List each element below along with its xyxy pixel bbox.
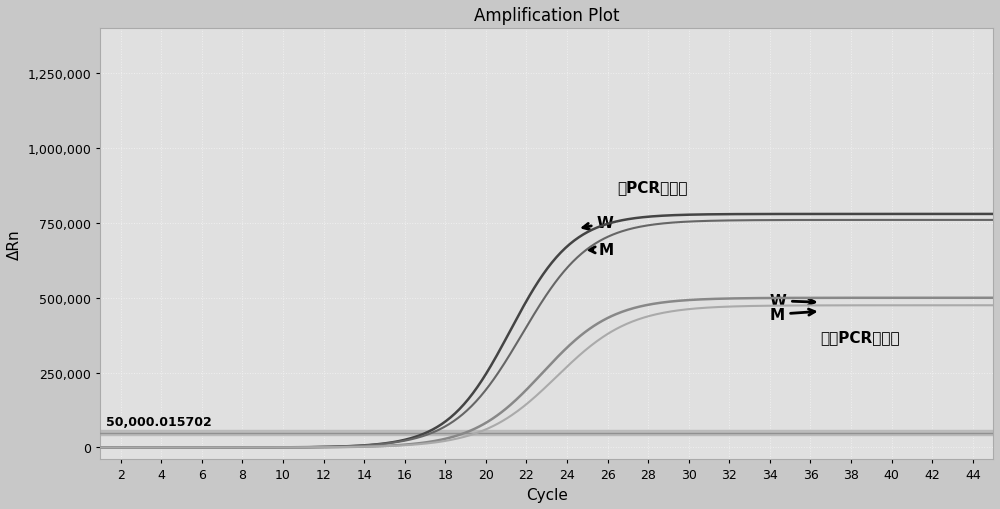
Text: 不加PCR缓冲涵: 不加PCR缓冲涵 (821, 329, 900, 345)
Bar (100, 430, 993, 435)
Text: 加PCR缓冲涵: 加PCR缓冲涵 (618, 180, 688, 195)
Text: M: M (589, 243, 614, 258)
Text: M: M (770, 307, 815, 322)
Y-axis label: ΔRn: ΔRn (7, 229, 22, 260)
X-axis label: Cycle: Cycle (526, 487, 568, 502)
Text: W: W (583, 216, 614, 231)
Text: W: W (770, 294, 815, 308)
Text: 50,000.015702: 50,000.015702 (106, 415, 212, 428)
Title: Amplification Plot: Amplification Plot (474, 7, 619, 25)
